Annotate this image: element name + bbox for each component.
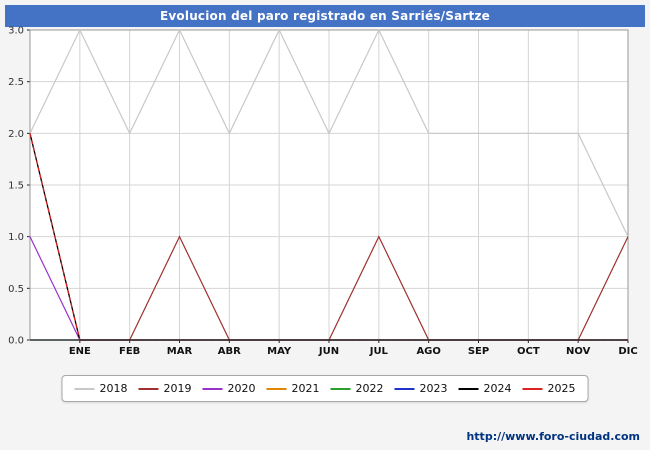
legend-swatch-2022 xyxy=(330,387,351,390)
legend-label: 2023 xyxy=(419,382,448,395)
chart-title-bar: Evolucion del paro registrado en Sarriés… xyxy=(5,5,645,27)
y-axis-tick-label: 3.0 xyxy=(8,26,24,37)
legend-label: 2019 xyxy=(163,382,192,395)
y-axis-tick-label: 0.5 xyxy=(8,284,24,295)
legend-swatch-2024 xyxy=(458,387,479,390)
y-axis-tick-label: 1.0 xyxy=(8,232,24,243)
x-axis-tick-label: OCT xyxy=(517,346,540,357)
y-axis-tick-label: 0.0 xyxy=(8,336,24,347)
chart-title: Evolucion del paro registrado en Sarriés… xyxy=(160,9,490,23)
legend-item-2021: 2021 xyxy=(266,382,320,395)
legend-swatch-2025 xyxy=(522,387,543,390)
legend-item-2018: 2018 xyxy=(74,382,128,395)
series-line-2018 xyxy=(29,28,629,237)
x-axis-tick-label: ENE xyxy=(69,346,91,357)
legend-item-2024: 2024 xyxy=(458,382,512,395)
footer-url[interactable]: http://www.foro-ciudad.com xyxy=(466,430,640,443)
legend-label: 2018 xyxy=(99,382,128,395)
legend-label: 2022 xyxy=(355,382,384,395)
legend-label: 2021 xyxy=(291,382,320,395)
x-axis-tick-label: DIC xyxy=(618,346,637,357)
legend-swatch-2021 xyxy=(266,387,287,390)
y-axis-tick-label: 1.5 xyxy=(8,181,24,192)
legend-label: 2025 xyxy=(547,382,576,395)
x-axis-tick-label: NOV xyxy=(566,346,591,357)
y-axis-tick-label: 2.0 xyxy=(8,129,24,140)
x-axis-tick-label: JUN xyxy=(318,346,339,357)
legend-item-2022: 2022 xyxy=(330,382,384,395)
legend-item-2019: 2019 xyxy=(138,382,192,395)
x-axis-tick-label: MAY xyxy=(267,346,292,357)
legend-label: 2020 xyxy=(227,382,256,395)
legend-item-2023: 2023 xyxy=(394,382,448,395)
legend: 2018 2019 2020 2021 2022 2023 2024 2025 xyxy=(61,375,589,402)
legend-swatch-2018 xyxy=(74,387,95,390)
legend-swatch-2023 xyxy=(394,387,415,390)
x-axis-tick-label: MAR xyxy=(167,346,193,357)
y-axis-tick-label: 2.5 xyxy=(8,77,24,88)
legend-item-2025: 2025 xyxy=(522,382,576,395)
x-axis-tick-label: AGO xyxy=(416,346,440,357)
legend-label: 2024 xyxy=(483,382,512,395)
legend-swatch-2020 xyxy=(202,387,223,390)
x-axis-tick-label: JUL xyxy=(369,346,389,357)
x-axis-tick-label: ABR xyxy=(218,346,241,357)
x-axis-tick-label: SEP xyxy=(468,346,489,357)
legend-item-2020: 2020 xyxy=(202,382,256,395)
legend-swatch-2019 xyxy=(138,387,159,390)
x-axis-tick-label: FEB xyxy=(119,346,140,357)
